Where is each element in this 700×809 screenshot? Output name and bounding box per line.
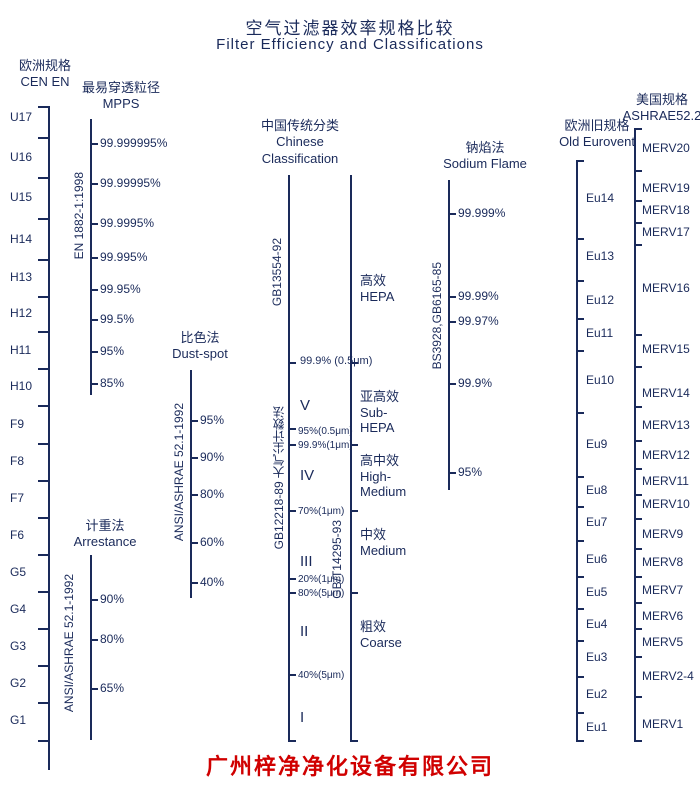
ds-95%: 95% — [200, 413, 224, 427]
cen-U16: U16 — [10, 150, 32, 164]
na-99.97%: 99.97% — [458, 314, 499, 328]
cen-G1: G1 — [10, 713, 26, 727]
cn-std3: GB/T14295-93 — [330, 520, 344, 599]
cen-U17: U17 — [10, 110, 32, 124]
cen-F8: F8 — [10, 454, 24, 468]
cncat: 中效 Medium — [360, 527, 406, 558]
cen-H13: H13 — [10, 270, 32, 284]
merv-MERV17: MERV17 — [642, 225, 690, 239]
cen-H14: H14 — [10, 232, 32, 246]
cen-F7: F7 — [10, 491, 24, 505]
merv-MERV5: MERV5 — [642, 635, 683, 649]
arr-std: ANSI/ASHRAE 52.1-1992 — [62, 574, 76, 712]
cn-II: II — [300, 623, 308, 640]
merv-MERV10: MERV10 — [642, 497, 690, 511]
na-std: BS3928,GB6165-85 — [430, 262, 444, 369]
merv-MERV13: MERV13 — [642, 418, 690, 432]
mpps-99.99995%: 99.99995% — [100, 176, 161, 190]
eu-Eu5: Eu5 — [586, 585, 607, 599]
header-sodium: 钠焰法 Sodium Flame — [430, 140, 540, 173]
merv-MERV14: MERV14 — [642, 386, 690, 400]
cncat: 亚高效 Sub- HEPA — [360, 389, 399, 436]
eu-Eu2: Eu2 — [586, 687, 607, 701]
eu-Eu12: Eu12 — [586, 293, 614, 307]
mpps-99.995%: 99.995% — [100, 250, 147, 264]
arr-90%: 90% — [100, 592, 124, 606]
merv-MERV12: MERV12 — [642, 448, 690, 462]
header-dustspot: 比色法 Dust-spot — [160, 330, 240, 363]
mpps-99.999995%: 99.999995% — [100, 136, 167, 150]
cen-F6: F6 — [10, 528, 24, 542]
cen-F9: F9 — [10, 417, 24, 431]
merv-MERV2-4: MERV2-4 — [642, 669, 694, 683]
eu-Eu11: Eu11 — [586, 326, 613, 340]
merv-MERV7: MERV7 — [642, 583, 683, 597]
header-ashrae: 美国规格 ASHRAE52.2 — [622, 92, 700, 125]
eu-Eu13: Eu13 — [586, 249, 614, 263]
cncat: 粗效 Coarse — [360, 619, 402, 650]
cn-std1: GB13554-92 — [270, 238, 284, 306]
merv-MERV6: MERV6 — [642, 609, 683, 623]
eu-Eu1: Eu1 — [586, 720, 607, 734]
merv-MERV16: MERV16 — [642, 281, 690, 295]
mpps-99.95%: 99.95% — [100, 282, 141, 296]
mpps-85%: 85% — [100, 376, 124, 390]
cen-H10: H10 — [10, 379, 32, 393]
cen-G2: G2 — [10, 676, 26, 690]
eu-Eu14: Eu14 — [586, 191, 614, 205]
eu-Eu3: Eu3 — [586, 650, 607, 664]
ds-80%: 80% — [200, 487, 224, 501]
cn-IV: IV — [300, 467, 314, 484]
na-99.9%: 99.9% — [458, 376, 492, 390]
eu-Eu10: Eu10 — [586, 373, 614, 387]
ds-60%: 60% — [200, 535, 224, 549]
eu-Eu4: Eu4 — [586, 617, 607, 631]
na-99.99%: 99.99% — [458, 289, 499, 303]
ds-40%: 40% — [200, 575, 224, 589]
cn-99.9% (0.5μm): 99.9% (0.5μm) — [300, 355, 372, 367]
merv-MERV18: MERV18 — [642, 203, 690, 217]
cn-V: V — [300, 397, 310, 414]
cen-H12: H12 — [10, 306, 32, 320]
merv-MERV15: MERV15 — [642, 342, 690, 356]
cn-std2: GB12218-89 大气尘计数法 — [270, 406, 287, 549]
eu-Eu9: Eu9 — [586, 437, 607, 451]
cncat: 高中效 High- Medium — [360, 453, 406, 500]
na-99.999%: 99.999% — [458, 206, 505, 220]
watermark: 广州梓净净化设备有限公司 — [0, 749, 700, 781]
title-en: Filter Efficiency and Classifications — [0, 36, 700, 53]
cen-U15: U15 — [10, 190, 32, 204]
arr-65%: 65% — [100, 681, 124, 695]
cn-I: I — [300, 709, 304, 726]
cen-G4: G4 — [10, 602, 26, 616]
merv-MERV19: MERV19 — [642, 181, 690, 195]
header-chinese: 中国传统分类 Chinese Classification — [240, 118, 360, 167]
merv-MERV9: MERV9 — [642, 527, 683, 541]
mpps-99.5%: 99.5% — [100, 312, 134, 326]
merv-MERV11: MERV11 — [642, 474, 689, 488]
header-mpps: 最易穿透粒径 MPPS — [66, 80, 176, 113]
cen-G5: G5 — [10, 565, 26, 579]
na-95%: 95% — [458, 465, 482, 479]
merv-MERV20: MERV20 — [642, 141, 690, 155]
ds-90%: 90% — [200, 450, 224, 464]
ds-std: ANSI/ASHRAE 52.1-1992 — [172, 403, 186, 541]
merv-MERV8: MERV8 — [642, 555, 683, 569]
eu-Eu8: Eu8 — [586, 483, 607, 497]
header-arrestance: 计重法 Arrestance — [60, 518, 150, 551]
eu-Eu6: Eu6 — [586, 552, 607, 566]
cen-H11: H11 — [10, 343, 31, 357]
arr-80%: 80% — [100, 632, 124, 646]
mpps-95%: 95% — [100, 344, 124, 358]
cncat: 高效 HEPA — [360, 273, 394, 304]
merv-MERV1: MERV1 — [642, 717, 683, 731]
cen-G3: G3 — [10, 639, 26, 653]
cn-III: III — [300, 553, 313, 570]
eu-Eu7: Eu7 — [586, 515, 607, 529]
mpps-std: EN 1882-1:1998 — [72, 172, 86, 259]
mpps-99.9995%: 99.9995% — [100, 216, 154, 230]
